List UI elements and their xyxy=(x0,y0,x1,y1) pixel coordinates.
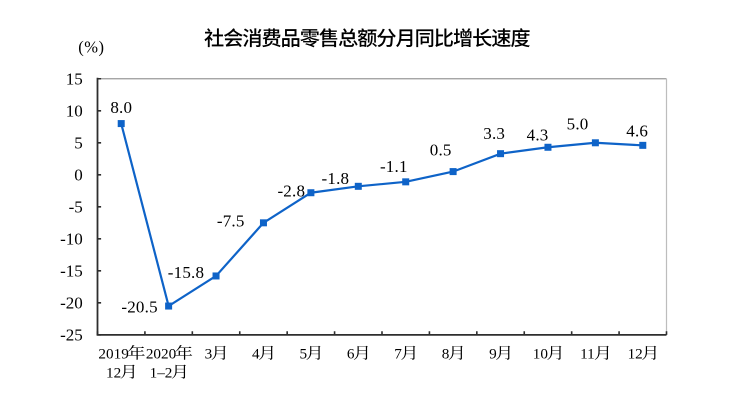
svg-text:-2.8: -2.8 xyxy=(277,181,305,200)
svg-text:5: 5 xyxy=(299,346,307,363)
svg-text:-15: -15 xyxy=(60,262,83,281)
svg-text:15: 15 xyxy=(66,69,83,88)
svg-text:-20: -20 xyxy=(60,294,83,313)
svg-text:-5: -5 xyxy=(69,198,83,217)
svg-text:10: 10 xyxy=(66,101,83,120)
svg-text:-1.8: -1.8 xyxy=(322,169,350,188)
svg-text:11: 11 xyxy=(580,346,595,363)
svg-text:10: 10 xyxy=(533,346,549,363)
svg-text:0.5: 0.5 xyxy=(430,140,452,159)
svg-text:12: 12 xyxy=(106,364,121,381)
svg-text:3.3: 3.3 xyxy=(483,124,505,143)
svg-text:1–2: 1–2 xyxy=(150,364,173,381)
svg-text:-25: -25 xyxy=(60,326,83,345)
svg-text:0: 0 xyxy=(74,166,83,185)
svg-text:-15.8: -15.8 xyxy=(168,263,204,282)
svg-text:(%): (%) xyxy=(78,37,104,56)
svg-text:-1.1: -1.1 xyxy=(380,157,408,176)
svg-text:4: 4 xyxy=(252,346,260,363)
svg-text:5: 5 xyxy=(74,133,83,152)
svg-text:8.0: 8.0 xyxy=(110,98,132,117)
svg-text:7: 7 xyxy=(394,346,402,363)
svg-text:12: 12 xyxy=(628,346,643,363)
svg-text:6: 6 xyxy=(347,346,355,363)
svg-text:-20.5: -20.5 xyxy=(121,298,157,317)
svg-text:8: 8 xyxy=(442,346,450,363)
svg-text:2020: 2020 xyxy=(146,346,177,363)
svg-text:-10: -10 xyxy=(60,230,83,249)
svg-text:-7.5: -7.5 xyxy=(217,212,245,231)
svg-text:4.3: 4.3 xyxy=(527,125,549,144)
svg-text:3: 3 xyxy=(205,346,213,363)
svg-text:9: 9 xyxy=(489,346,497,363)
svg-text:4.6: 4.6 xyxy=(626,121,648,140)
svg-text:5.0: 5.0 xyxy=(567,115,589,134)
svg-text:2019: 2019 xyxy=(98,346,128,363)
